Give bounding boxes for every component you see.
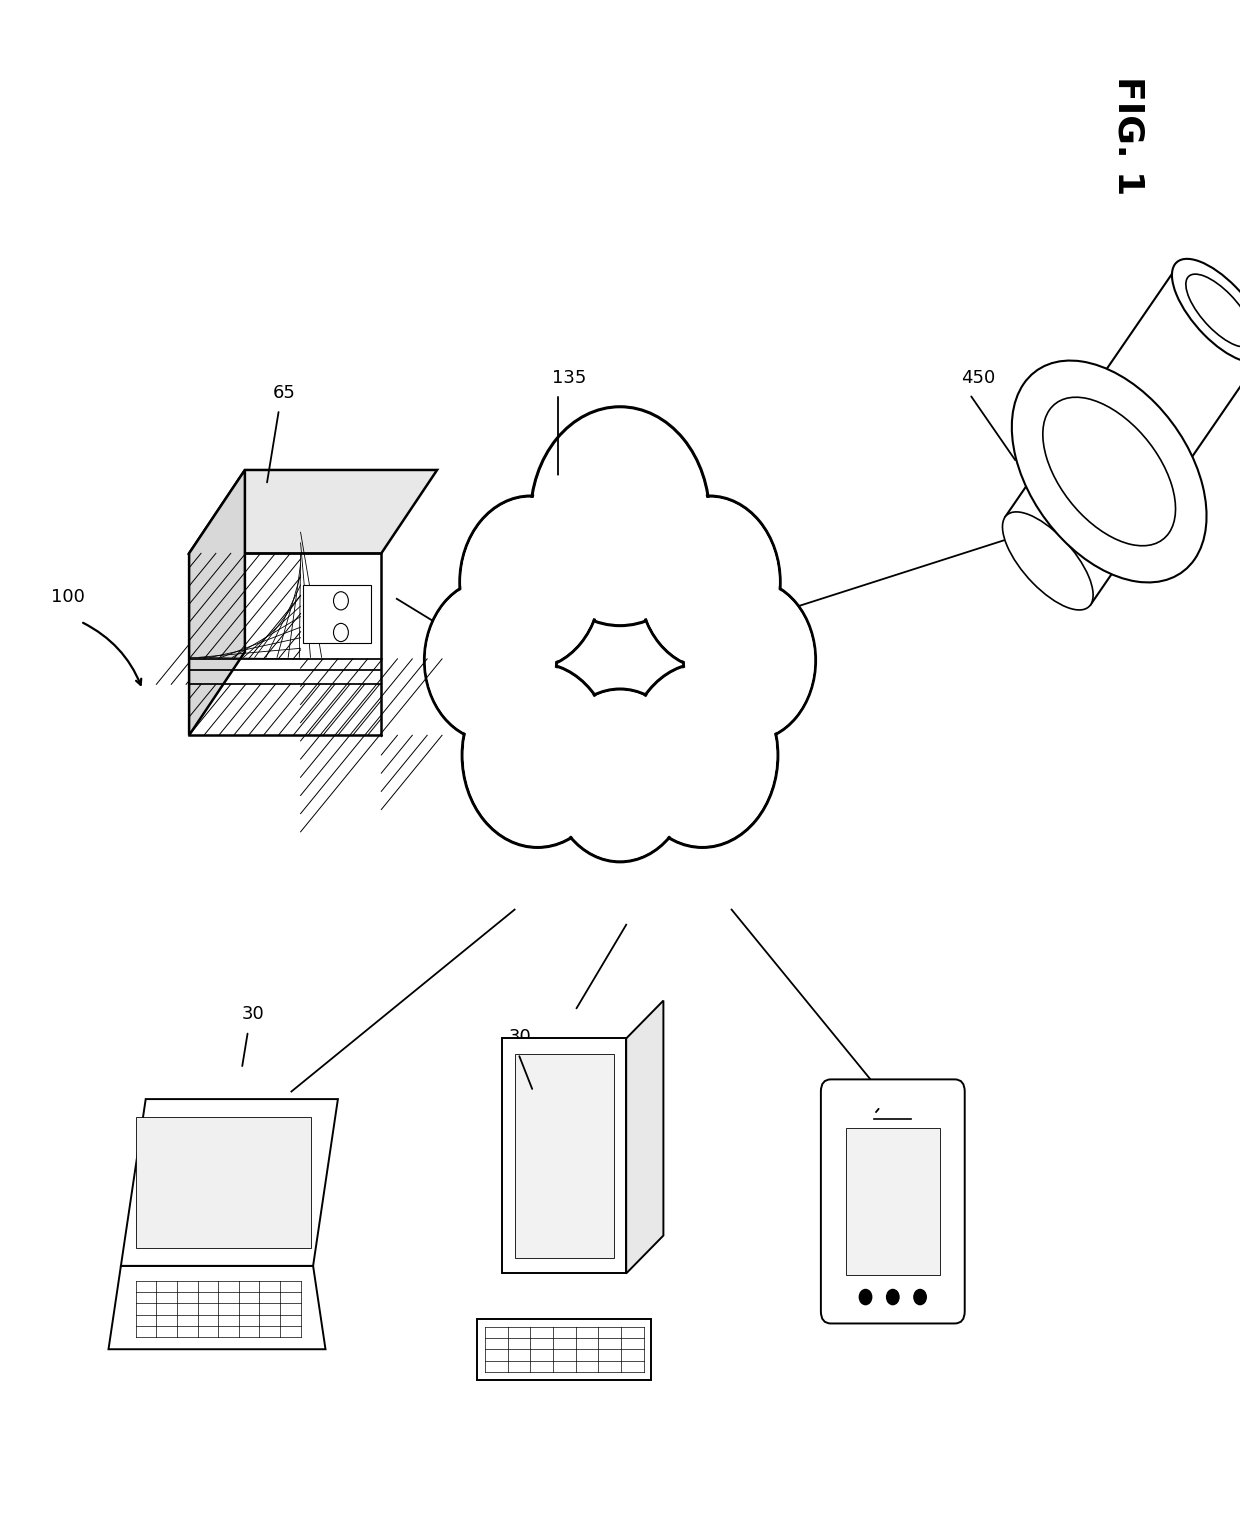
Bar: [135, 1117, 310, 1248]
Circle shape: [549, 688, 691, 861]
Polygon shape: [120, 1099, 337, 1266]
Bar: [515, 1054, 614, 1258]
Text: 100: 100: [51, 588, 86, 606]
Circle shape: [686, 582, 813, 738]
Ellipse shape: [1172, 259, 1240, 362]
Circle shape: [531, 406, 709, 626]
Bar: [846, 1128, 940, 1275]
Polygon shape: [109, 1266, 325, 1349]
Polygon shape: [190, 470, 246, 735]
Polygon shape: [190, 553, 382, 735]
Circle shape: [552, 691, 688, 860]
Circle shape: [639, 496, 780, 669]
Circle shape: [427, 582, 554, 738]
Circle shape: [334, 623, 348, 641]
Circle shape: [424, 579, 557, 741]
Text: 30: 30: [508, 1028, 531, 1046]
Polygon shape: [1006, 262, 1240, 605]
Text: 30: 30: [242, 1005, 264, 1023]
Bar: [303, 585, 372, 643]
Polygon shape: [190, 470, 436, 553]
Circle shape: [463, 499, 599, 666]
Text: 450: 450: [961, 368, 996, 387]
Circle shape: [859, 1290, 872, 1305]
FancyBboxPatch shape: [821, 1079, 965, 1323]
Text: 65: 65: [273, 384, 295, 402]
Circle shape: [460, 496, 601, 669]
Ellipse shape: [1002, 512, 1094, 609]
Circle shape: [533, 409, 707, 623]
Text: 30: 30: [868, 1081, 890, 1099]
Circle shape: [887, 1290, 899, 1305]
Circle shape: [683, 579, 816, 741]
Circle shape: [630, 666, 775, 844]
Bar: [477, 1319, 651, 1380]
Circle shape: [463, 662, 613, 847]
Ellipse shape: [1043, 397, 1176, 546]
Ellipse shape: [1185, 274, 1240, 347]
Circle shape: [334, 591, 348, 609]
Text: 135: 135: [552, 368, 587, 387]
Circle shape: [465, 666, 610, 844]
Text: FIG. 1: FIG. 1: [1111, 76, 1146, 196]
Ellipse shape: [1012, 361, 1207, 582]
Circle shape: [641, 499, 777, 666]
Circle shape: [914, 1290, 926, 1305]
Circle shape: [627, 662, 777, 847]
Polygon shape: [626, 1001, 663, 1273]
Bar: [502, 1038, 626, 1273]
